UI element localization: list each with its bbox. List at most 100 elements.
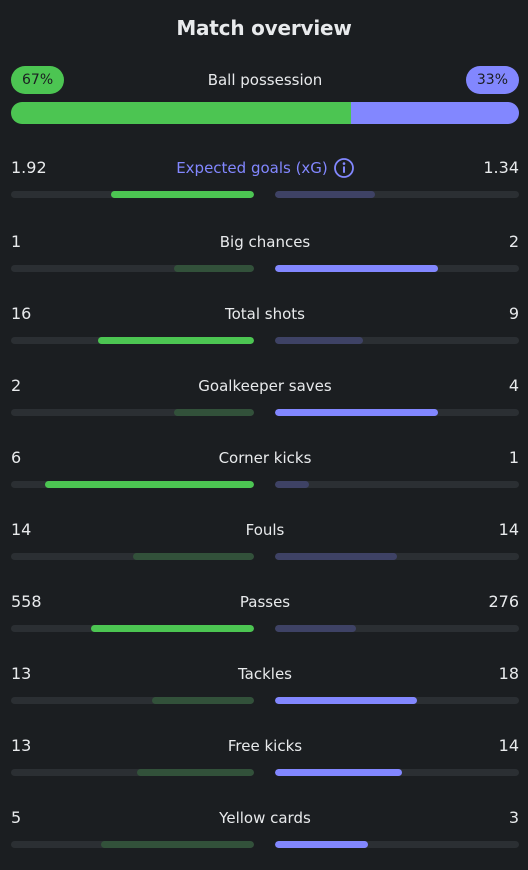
- away-stat-bar: [275, 409, 519, 416]
- possession-header: 67% Ball possession 33%: [11, 66, 519, 94]
- home-stat-bar: [11, 553, 254, 560]
- stat-label-text: Passes: [239, 593, 291, 611]
- home-stat-bar: [11, 265, 254, 272]
- stat-label-text: Goalkeeper saves: [198, 377, 332, 395]
- away-stat-bar: [275, 337, 519, 344]
- away-stat-bar: [275, 265, 519, 272]
- away-stat-fill: [275, 265, 439, 272]
- home-value: 2: [11, 376, 22, 395]
- away-stat-fill: [275, 769, 402, 776]
- away-stat-fill: [275, 625, 356, 632]
- away-stat-bar: [275, 191, 519, 198]
- away-stat-fill: [275, 697, 417, 704]
- away-stat-bar: [275, 841, 519, 848]
- stat-label: Goalkeeper saves: [11, 375, 519, 397]
- away-value: 18: [498, 664, 519, 683]
- away-value: 3: [508, 808, 519, 827]
- away-stat-fill: [275, 481, 310, 488]
- stat-row: 558 Passes 276: [11, 591, 519, 637]
- home-stat-fill: [173, 265, 254, 272]
- away-stat-bar: [275, 553, 519, 560]
- home-stat-bar: [11, 841, 254, 848]
- stat-label-text: Yellow cards: [219, 809, 311, 827]
- home-value: 14: [11, 520, 32, 539]
- away-value: 1: [508, 448, 519, 467]
- home-stat-fill: [132, 553, 254, 560]
- possession-bar-home: [11, 102, 352, 124]
- stat-label: Corner kicks: [11, 447, 519, 469]
- stat-row: 13 Free kicks 14: [11, 735, 519, 781]
- away-stat-fill: [275, 191, 376, 198]
- home-value: 16: [11, 304, 32, 323]
- home-value: 5: [11, 808, 22, 827]
- home-value: 13: [11, 664, 32, 683]
- stat-label: Passes: [11, 591, 519, 613]
- away-possession-badge: 33%: [465, 66, 519, 94]
- away-value: 276: [488, 592, 519, 611]
- away-stat-fill: [275, 553, 397, 560]
- home-stat-fill: [91, 625, 254, 632]
- stat-label-text: Corner kicks: [218, 449, 312, 467]
- away-value: 14: [498, 736, 519, 755]
- stat-label-text: Big chances: [219, 233, 311, 251]
- stat-row: 5 Yellow cards 3: [11, 807, 519, 853]
- home-stat-fill: [100, 841, 254, 848]
- panel-title: Match overview: [176, 16, 352, 40]
- away-value: 14: [498, 520, 519, 539]
- stat-label-text: Expected goals (xG): [176, 159, 328, 177]
- home-stat-fill: [45, 481, 254, 488]
- away-stat-fill: [275, 337, 363, 344]
- home-value: 1: [11, 232, 22, 251]
- home-stat-bar: [11, 409, 254, 416]
- stat-row: 16 Total shots 9: [11, 303, 519, 349]
- home-stat-bar: [11, 769, 254, 776]
- stat-label-text: Fouls: [245, 521, 285, 539]
- stat-row: 2 Goalkeeper saves 4: [11, 375, 519, 421]
- home-stat-fill: [173, 409, 254, 416]
- info-icon[interactable]: [333, 158, 354, 178]
- possession-bar-away: [351, 102, 519, 124]
- possession-bar: [11, 102, 519, 124]
- away-value: 2: [508, 232, 519, 251]
- home-stat-fill: [110, 191, 254, 198]
- home-value: 6: [11, 448, 22, 467]
- stat-row: 6 Corner kicks 1: [11, 447, 519, 493]
- stat-label: Tackles: [11, 663, 519, 685]
- away-value: 1.34: [483, 158, 519, 177]
- stat-label[interactable]: Expected goals (xG): [11, 157, 519, 179]
- stat-label: Total shots: [11, 303, 519, 325]
- stat-label-text: Tackles: [237, 665, 293, 683]
- away-stat-bar: [275, 769, 519, 776]
- stat-label-text: Free kicks: [227, 737, 303, 755]
- away-stat-bar: [275, 481, 519, 488]
- home-stat-bar: [11, 337, 254, 344]
- home-stat-fill: [151, 697, 254, 704]
- stat-label: Free kicks: [11, 735, 519, 757]
- home-stat-bar: [11, 697, 254, 704]
- stat-label-text: Total shots: [225, 305, 305, 323]
- home-value: 13: [11, 736, 32, 755]
- stat-row: 1.92 Expected goals (xG) 1.34: [11, 157, 519, 203]
- stat-row: 13 Tackles 18: [11, 663, 519, 709]
- home-value: 1.92: [11, 158, 47, 177]
- home-stat-bar: [11, 191, 254, 198]
- away-value: 4: [508, 376, 519, 395]
- home-stat-fill: [137, 769, 254, 776]
- away-stat-fill: [275, 841, 368, 848]
- home-possession-badge: 67%: [11, 66, 65, 94]
- away-stat-fill: [275, 409, 439, 416]
- home-value: 558: [11, 592, 42, 611]
- possession-label: Ball possession: [207, 71, 323, 89]
- stat-row: 14 Fouls 14: [11, 519, 519, 565]
- home-stat-bar: [11, 625, 254, 632]
- away-value: 9: [508, 304, 519, 323]
- home-stat-fill: [98, 337, 254, 344]
- home-stat-bar: [11, 481, 254, 488]
- stat-label: Big chances: [11, 231, 519, 253]
- away-stat-bar: [275, 625, 519, 632]
- stat-label: Yellow cards: [11, 807, 519, 829]
- stat-row: 1 Big chances 2: [11, 231, 519, 277]
- away-stat-bar: [275, 697, 519, 704]
- stat-label: Fouls: [11, 519, 519, 541]
